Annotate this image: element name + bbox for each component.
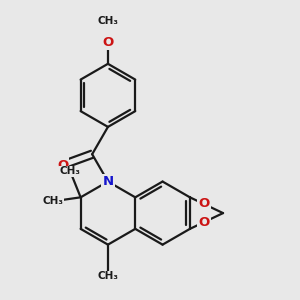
Text: CH₃: CH₃ bbox=[42, 196, 63, 206]
Text: N: N bbox=[102, 175, 113, 188]
Text: O: O bbox=[57, 158, 68, 172]
Text: O: O bbox=[198, 197, 209, 210]
Text: CH₃: CH₃ bbox=[60, 166, 81, 176]
Text: O: O bbox=[198, 216, 209, 229]
Text: O: O bbox=[102, 36, 114, 49]
Text: CH₃: CH₃ bbox=[98, 16, 118, 26]
Text: CH₃: CH₃ bbox=[98, 271, 118, 281]
